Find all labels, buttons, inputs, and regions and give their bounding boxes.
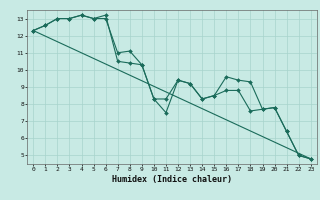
X-axis label: Humidex (Indice chaleur): Humidex (Indice chaleur)	[112, 175, 232, 184]
